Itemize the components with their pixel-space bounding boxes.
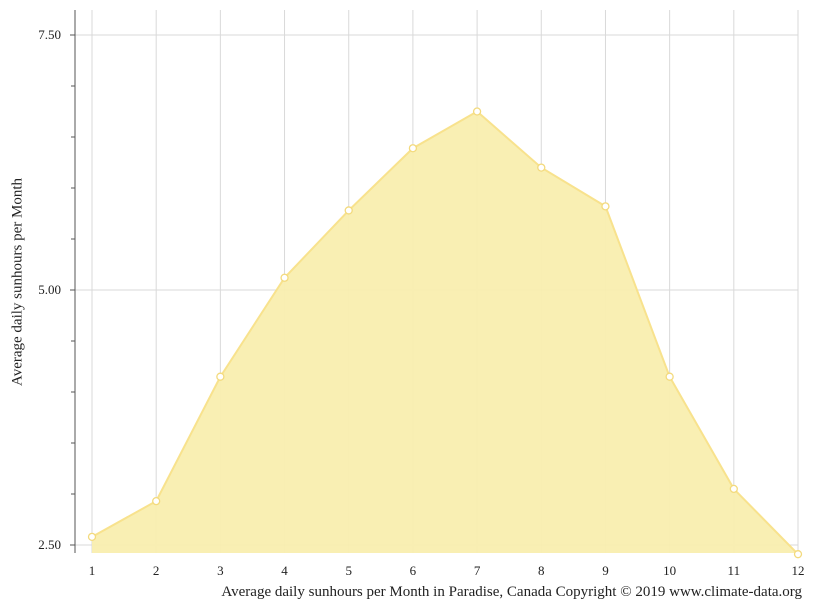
x-tick-label: 2 xyxy=(153,563,160,578)
data-point-marker xyxy=(793,550,803,559)
x-tick-label: 8 xyxy=(538,563,545,578)
series-area xyxy=(92,111,798,555)
label-layer: 7.505.002.501 2 3 4 5 6 7 8 9 10 11 12 xyxy=(38,27,804,578)
data-point-marker xyxy=(601,202,610,211)
data-point-marker xyxy=(408,144,418,153)
x-tick-label: 5 xyxy=(345,563,352,578)
x-tick-label: 1 xyxy=(89,563,96,578)
y-axis-title: Average daily sunhours per Month xyxy=(9,177,26,387)
chart-caption: Average daily sunhours per Month in Para… xyxy=(221,584,802,600)
marker-layer xyxy=(87,107,803,559)
series-line xyxy=(91,110,799,555)
x-tick-label: 9 xyxy=(602,563,609,578)
data-point-marker xyxy=(280,273,289,282)
y-tick-label: 2.50 xyxy=(38,537,61,552)
data-point-marker xyxy=(344,206,353,215)
x-tick-label: 10 xyxy=(663,563,676,578)
data-point-marker xyxy=(87,532,97,541)
data-point-marker xyxy=(216,372,225,381)
x-tick-label: 11 xyxy=(728,563,741,578)
data-point-marker xyxy=(665,372,674,381)
y-tick-label: 7.50 xyxy=(38,27,61,42)
data-point-marker xyxy=(472,107,482,116)
y-tick-label: 5.00 xyxy=(38,282,61,297)
data-point-marker xyxy=(729,484,738,494)
x-tick-label: 7 xyxy=(474,563,481,578)
x-tick-label: 12 xyxy=(792,563,805,578)
data-point-marker xyxy=(152,496,161,506)
area-layer xyxy=(91,110,799,555)
x-tick-label: 3 xyxy=(217,563,224,578)
x-tick-label: 4 xyxy=(281,563,288,578)
x-tick-label: 6 xyxy=(410,563,417,578)
axis-layer xyxy=(70,10,76,553)
data-point-marker xyxy=(537,163,546,172)
